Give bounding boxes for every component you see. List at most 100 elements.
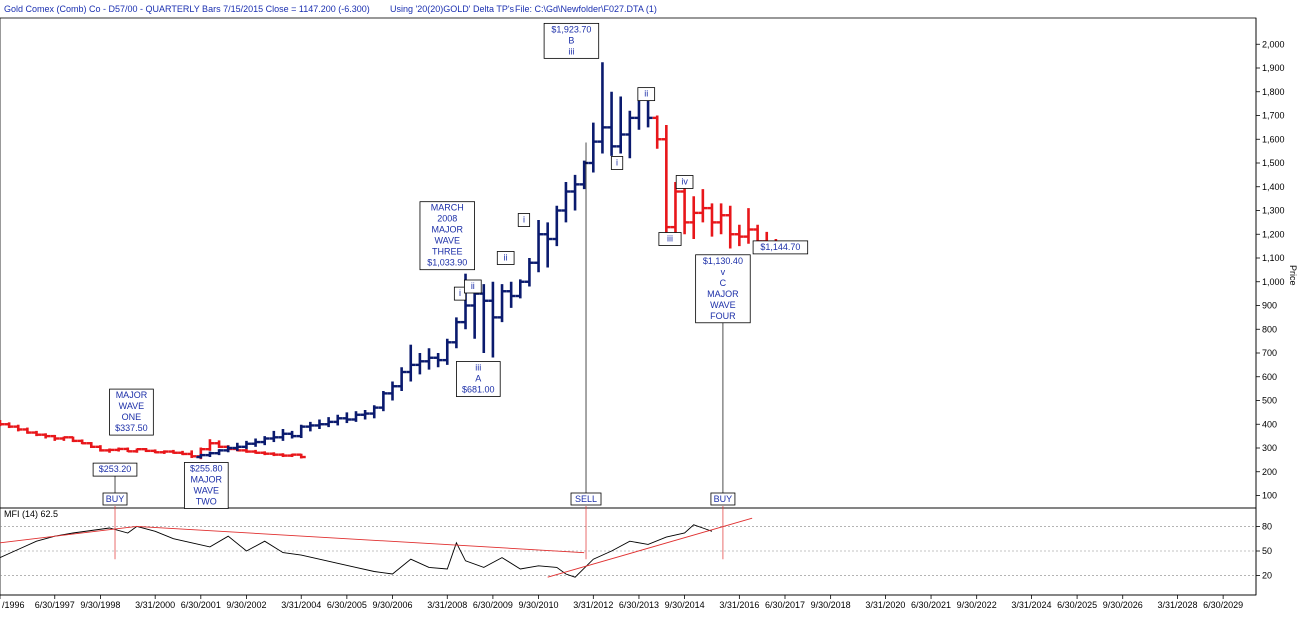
y-tick-label: 1,300 xyxy=(1262,206,1285,216)
annotation-box xyxy=(543,22,600,59)
mfi-tick-label: 80 xyxy=(1262,521,1272,531)
x-tick-label: 6/30/2021 xyxy=(911,600,951,610)
annotation-text: WAVE xyxy=(119,401,145,411)
annotation-text: $255.80 xyxy=(190,463,223,473)
x-tick-label: 6/30/2009 xyxy=(473,600,513,610)
annotation-text: FOUR xyxy=(710,311,736,321)
y-tick-label: 200 xyxy=(1262,467,1277,477)
mfi-tick-label: 50 xyxy=(1262,546,1272,556)
y-tick-label: 1,500 xyxy=(1262,158,1285,168)
annotation-text: $1,033.90 xyxy=(427,258,467,268)
x-tick-label: /1996 xyxy=(2,600,25,610)
signal-box xyxy=(102,492,128,506)
annotation-text: iii xyxy=(475,363,481,373)
annotation-text: $337.50 xyxy=(115,423,148,433)
y-tick-label: 100 xyxy=(1262,491,1277,501)
annotation-text: MAJOR xyxy=(707,289,739,299)
annotation-text: THREE xyxy=(432,247,463,257)
annotation-text: iii xyxy=(667,234,673,244)
annotation-box xyxy=(183,462,229,509)
annotation-box xyxy=(419,201,475,271)
x-tick-label: 9/30/2010 xyxy=(519,600,559,610)
y-tick-label: 700 xyxy=(1262,348,1277,358)
annotation-text: 2008 xyxy=(437,214,457,224)
annotation-box xyxy=(109,388,154,436)
x-tick-label: 3/31/2016 xyxy=(719,600,759,610)
mfi-trendline xyxy=(0,525,137,544)
x-tick-label: 3/31/2012 xyxy=(573,600,613,610)
chart-title: Gold Comex (Comb) Co - D57/00 - QUARTERL… xyxy=(4,4,370,14)
annotation-text: i xyxy=(616,158,618,168)
mfi-panel xyxy=(0,507,1257,596)
signal-box xyxy=(710,492,736,506)
x-tick-label: 6/30/2013 xyxy=(619,600,659,610)
annotation-box xyxy=(695,254,751,324)
annotation-text: MAJOR xyxy=(191,474,223,484)
annotation-box xyxy=(658,232,682,246)
annotation-text: iii xyxy=(568,46,574,56)
chart-file: File: C:\Gd\Newfolder\F027.DTA (1) xyxy=(515,4,657,14)
y-tick-label: 500 xyxy=(1262,396,1277,406)
annotation-text: ONE xyxy=(122,412,142,422)
signal-box xyxy=(570,492,602,506)
x-tick-label: 3/31/2000 xyxy=(135,600,175,610)
x-tick-label: 9/30/2026 xyxy=(1103,600,1143,610)
x-tick-label: 6/30/2017 xyxy=(765,600,805,610)
mfi-label: MFI (14) 62.5 xyxy=(4,509,58,519)
chart-subtitle: Using '20(20)GOLD' Delta TP's xyxy=(390,4,515,14)
annotation-box xyxy=(464,279,482,294)
x-tick-label: 9/30/2014 xyxy=(665,600,705,610)
annotation-box xyxy=(637,87,656,102)
annotation-box xyxy=(610,156,624,170)
annotation-box xyxy=(675,175,694,189)
annotation-text: i xyxy=(459,288,461,298)
annotation-text: ii xyxy=(471,281,475,291)
y-tick-label: 1,700 xyxy=(1262,111,1285,121)
annotation-text: $1,923.70 xyxy=(551,24,591,34)
y-tick-label: 800 xyxy=(1262,324,1277,334)
y-tick-label: 1,800 xyxy=(1262,87,1285,97)
x-tick-label: 9/30/2002 xyxy=(226,600,266,610)
x-tick-label: 3/31/2024 xyxy=(1011,600,1051,610)
y-tick-label: 1,900 xyxy=(1262,63,1285,73)
annotation-text: C xyxy=(720,278,727,288)
x-tick-label: 3/31/2028 xyxy=(1157,600,1197,610)
annotation-text: v xyxy=(721,267,726,277)
y-tick-label: 1,000 xyxy=(1262,277,1285,287)
annotation-text: MAJOR xyxy=(432,225,464,235)
signal-label: BUY xyxy=(106,494,125,504)
signal-label: BUY xyxy=(714,494,733,504)
x-tick-label: 9/30/2022 xyxy=(957,600,997,610)
x-tick-label: 9/30/2018 xyxy=(811,600,851,610)
x-tick-label: 9/30/1998 xyxy=(80,600,120,610)
annotation-text: WAVE xyxy=(710,300,736,310)
annotation-text: MAJOR xyxy=(116,390,148,400)
annotation-text: $1,144.70 xyxy=(760,242,800,252)
x-tick-label: 3/31/2008 xyxy=(427,600,467,610)
y-tick-label: 1,400 xyxy=(1262,182,1285,192)
y-tick-label: 400 xyxy=(1262,419,1277,429)
mfi-trendline xyxy=(547,517,753,578)
annotation-text: ii xyxy=(644,89,648,99)
x-tick-label: 6/30/1997 xyxy=(35,600,75,610)
annotation-text: ii xyxy=(504,253,508,263)
y-tick-label: 1,200 xyxy=(1262,229,1285,239)
y-tick-label: 1,100 xyxy=(1262,253,1285,263)
annotation-text: $253.20 xyxy=(99,464,132,474)
y-tick-label: 1,600 xyxy=(1262,134,1285,144)
y-tick-label: 600 xyxy=(1262,372,1277,382)
x-tick-label: 3/31/2020 xyxy=(865,600,905,610)
x-tick-label: 6/30/2029 xyxy=(1203,600,1243,610)
annotation-box xyxy=(517,213,531,227)
annotation-box xyxy=(453,286,467,301)
price-panel xyxy=(0,17,1257,509)
annotation-text: $1,130.40 xyxy=(703,256,743,266)
annotation-text: iv xyxy=(681,177,688,187)
annotation-text: TWO xyxy=(196,496,217,506)
y-tick-label: 300 xyxy=(1262,443,1277,453)
annotation-text: WAVE xyxy=(194,485,220,495)
annotation-box xyxy=(456,361,501,397)
x-tick-label: 3/31/2004 xyxy=(281,600,321,610)
